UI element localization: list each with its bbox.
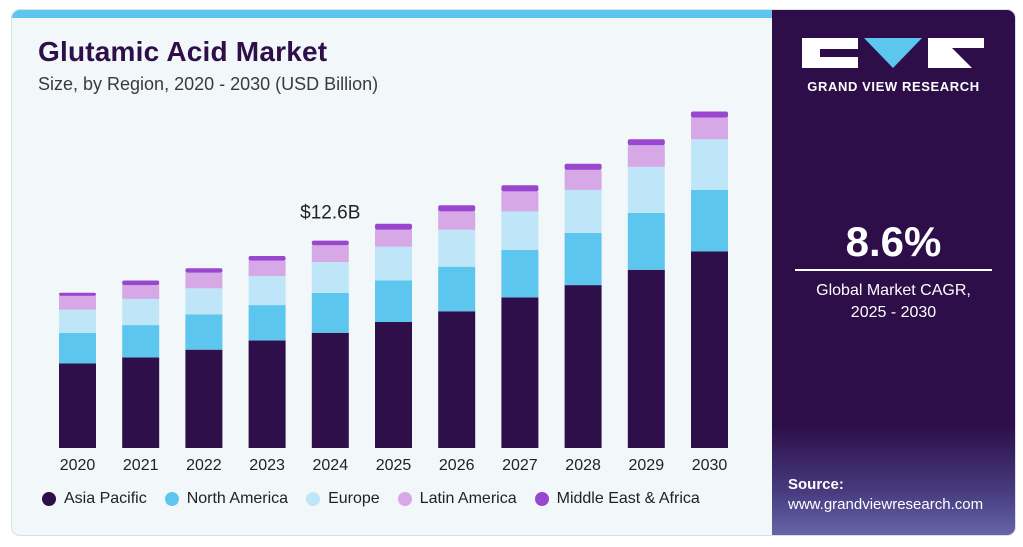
cagr-divider (795, 269, 992, 271)
x-tick-label-2021: 2021 (123, 457, 159, 474)
x-tick-label-2022: 2022 (186, 457, 222, 474)
bar-north-america-2023 (248, 305, 286, 341)
sidebar-glow (772, 425, 1015, 535)
bar-europe-2029 (627, 166, 665, 213)
bar-middle-east-and-africa-2027 (501, 185, 539, 192)
bar-europe-2024 (311, 262, 349, 293)
legend-swatch-asia-pacific (42, 492, 56, 506)
cagr-label: Global Market CAGR, 2025 - 2030 (772, 280, 1015, 324)
bar-asia-pacific-2021 (122, 357, 160, 448)
x-tick-label-2027: 2027 (502, 457, 538, 474)
bar-north-america-2022 (185, 314, 223, 350)
x-tick-label-2024: 2024 (313, 457, 349, 474)
bar-middle-east-and-africa-2022 (185, 268, 223, 273)
bar-middle-east-and-africa-2021 (122, 280, 160, 286)
bar-asia-pacific-2025 (375, 322, 412, 448)
bar-middle-east-and-africa-2020 (59, 292, 96, 296)
chart-subtitle: Size, by Region, 2020 - 2030 (USD Billio… (38, 74, 379, 94)
x-tick-label-2030: 2030 (692, 457, 728, 474)
legend-item-north-america: North America (164, 490, 289, 508)
infographic-card: Glutamic Acid Market Size, by Region, 20… (12, 10, 1015, 535)
bar-asia-pacific-2024 (311, 332, 349, 448)
bar-europe-2027 (501, 211, 539, 250)
legend-item-middle-east-africa: Middle East & Africa (534, 490, 700, 508)
legend-item-asia-pacific: Asia Pacific (42, 490, 147, 508)
bar-europe-2025 (375, 246, 412, 281)
bar-north-america-2025 (375, 280, 412, 322)
bar-middle-east-and-africa-2028 (564, 163, 602, 170)
bar-north-america-2021 (122, 325, 160, 358)
chart-legend: Asia Pacific North America Europe Latin … (42, 490, 700, 508)
bar-asia-pacific-2020 (59, 363, 96, 448)
x-tick-label-2020: 2020 (60, 457, 96, 474)
legend-label-middle-east-africa: Middle East & Africa (556, 490, 700, 507)
grand-view-research-logo-icon (802, 38, 984, 68)
bar-latin-america-2029 (627, 145, 665, 167)
data-label-2024: $12.6B (300, 203, 360, 224)
bar-north-america-2026 (438, 266, 476, 312)
bar-latin-america-2020 (59, 295, 96, 310)
bar-north-america-2020 (59, 332, 96, 364)
bar-europe-2020 (59, 309, 96, 333)
cagr-value: 8.6% (845, 218, 942, 265)
bar-middle-east-and-africa-2026 (438, 205, 476, 212)
bar-latin-america-2021 (122, 285, 160, 299)
x-tick-label-2023: 2023 (249, 457, 285, 474)
bar-asia-pacific-2022 (185, 349, 223, 448)
legend-item-latin-america: Latin America (397, 490, 517, 508)
legend-swatch-europe (306, 492, 321, 506)
bar-north-america-2027 (501, 249, 539, 298)
chart-title: Glutamic Acid Market (38, 36, 328, 67)
sidebar-panel: GRAND VIEW RESEARCH 8.6% Global Market C… (772, 10, 1015, 535)
stacked-bar-chart: 2020 2021 2022 2023 2024 2025 2026 2027 2028 2029… (59, 111, 728, 474)
bar-europe-2030 (691, 139, 728, 190)
bar-asia-pacific-2030 (691, 251, 728, 448)
bar-europe-2026 (438, 229, 476, 267)
source-url-link[interactable]: www.grandviewresearch.com (788, 496, 984, 513)
bar-latin-america-2028 (564, 169, 602, 190)
source-label: Source: (788, 476, 844, 493)
legend-label-latin-america: Latin America (419, 490, 517, 507)
legend-swatch-middle-east-africa (534, 492, 549, 506)
legend-swatch-latin-america (397, 492, 412, 506)
bar-europe-2022 (185, 288, 223, 315)
x-tick-label-2029: 2029 (629, 457, 665, 474)
bar-latin-america-2026 (438, 211, 476, 230)
bar-latin-america-2022 (185, 272, 223, 289)
cagr-label-line2: 2025 - 2030 (850, 304, 937, 321)
bar-asia-pacific-2027 (501, 297, 539, 448)
bar-middle-east-and-africa-2023 (248, 256, 286, 261)
bar-latin-america-2025 (375, 229, 412, 247)
bar-north-america-2028 (564, 232, 602, 286)
legend-label-europe: Europe (328, 490, 380, 507)
bar-north-america-2029 (627, 212, 665, 270)
legend-swatch-north-america (164, 492, 179, 506)
bar-latin-america-2023 (248, 260, 286, 276)
bar-latin-america-2027 (501, 191, 539, 212)
legend-item-europe: Europe (306, 490, 380, 508)
cagr-label-line1: Global Market CAGR, (816, 282, 971, 299)
bar-europe-2023 (248, 275, 286, 306)
bar-north-america-2024 (311, 292, 349, 333)
x-tick-label-2025: 2025 (376, 457, 412, 474)
x-tick-label-2028: 2028 (565, 457, 601, 474)
bar-asia-pacific-2028 (564, 285, 602, 448)
accent-bar (12, 10, 772, 18)
bar-middle-east-and-africa-2025 (375, 223, 412, 230)
bar-north-america-2030 (691, 189, 728, 252)
legend-label-north-america: North America (186, 490, 289, 507)
legend-label-asia-pacific: Asia Pacific (64, 490, 147, 507)
brand-name: GRAND VIEW RESEARCH (807, 79, 980, 94)
bar-europe-2021 (122, 299, 160, 326)
bar-europe-2028 (564, 189, 602, 233)
bar-middle-east-and-africa-2024 (311, 240, 349, 246)
bar-middle-east-and-africa-2029 (627, 139, 665, 146)
x-tick-label-2026: 2026 (439, 457, 475, 474)
bar-latin-america-2024 (311, 245, 349, 263)
bar-middle-east-and-africa-2030 (691, 111, 728, 118)
bar-asia-pacific-2029 (627, 269, 665, 448)
bar-latin-america-2030 (691, 117, 728, 140)
bar-asia-pacific-2023 (248, 340, 286, 448)
bar-asia-pacific-2026 (438, 311, 476, 448)
